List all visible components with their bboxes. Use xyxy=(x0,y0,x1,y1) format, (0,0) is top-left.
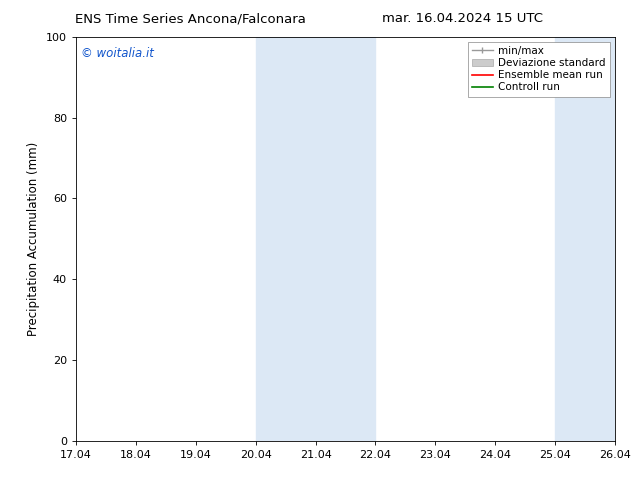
Y-axis label: Precipitation Accumulation (mm): Precipitation Accumulation (mm) xyxy=(27,142,41,336)
Text: ENS Time Series Ancona/Falconara: ENS Time Series Ancona/Falconara xyxy=(75,12,306,25)
Text: © woitalia.it: © woitalia.it xyxy=(81,47,154,60)
Bar xyxy=(256,37,375,441)
Legend: min/max, Deviazione standard, Ensemble mean run, Controll run: min/max, Deviazione standard, Ensemble m… xyxy=(468,42,610,97)
Text: mar. 16.04.2024 15 UTC: mar. 16.04.2024 15 UTC xyxy=(382,12,543,25)
Bar xyxy=(555,37,615,441)
